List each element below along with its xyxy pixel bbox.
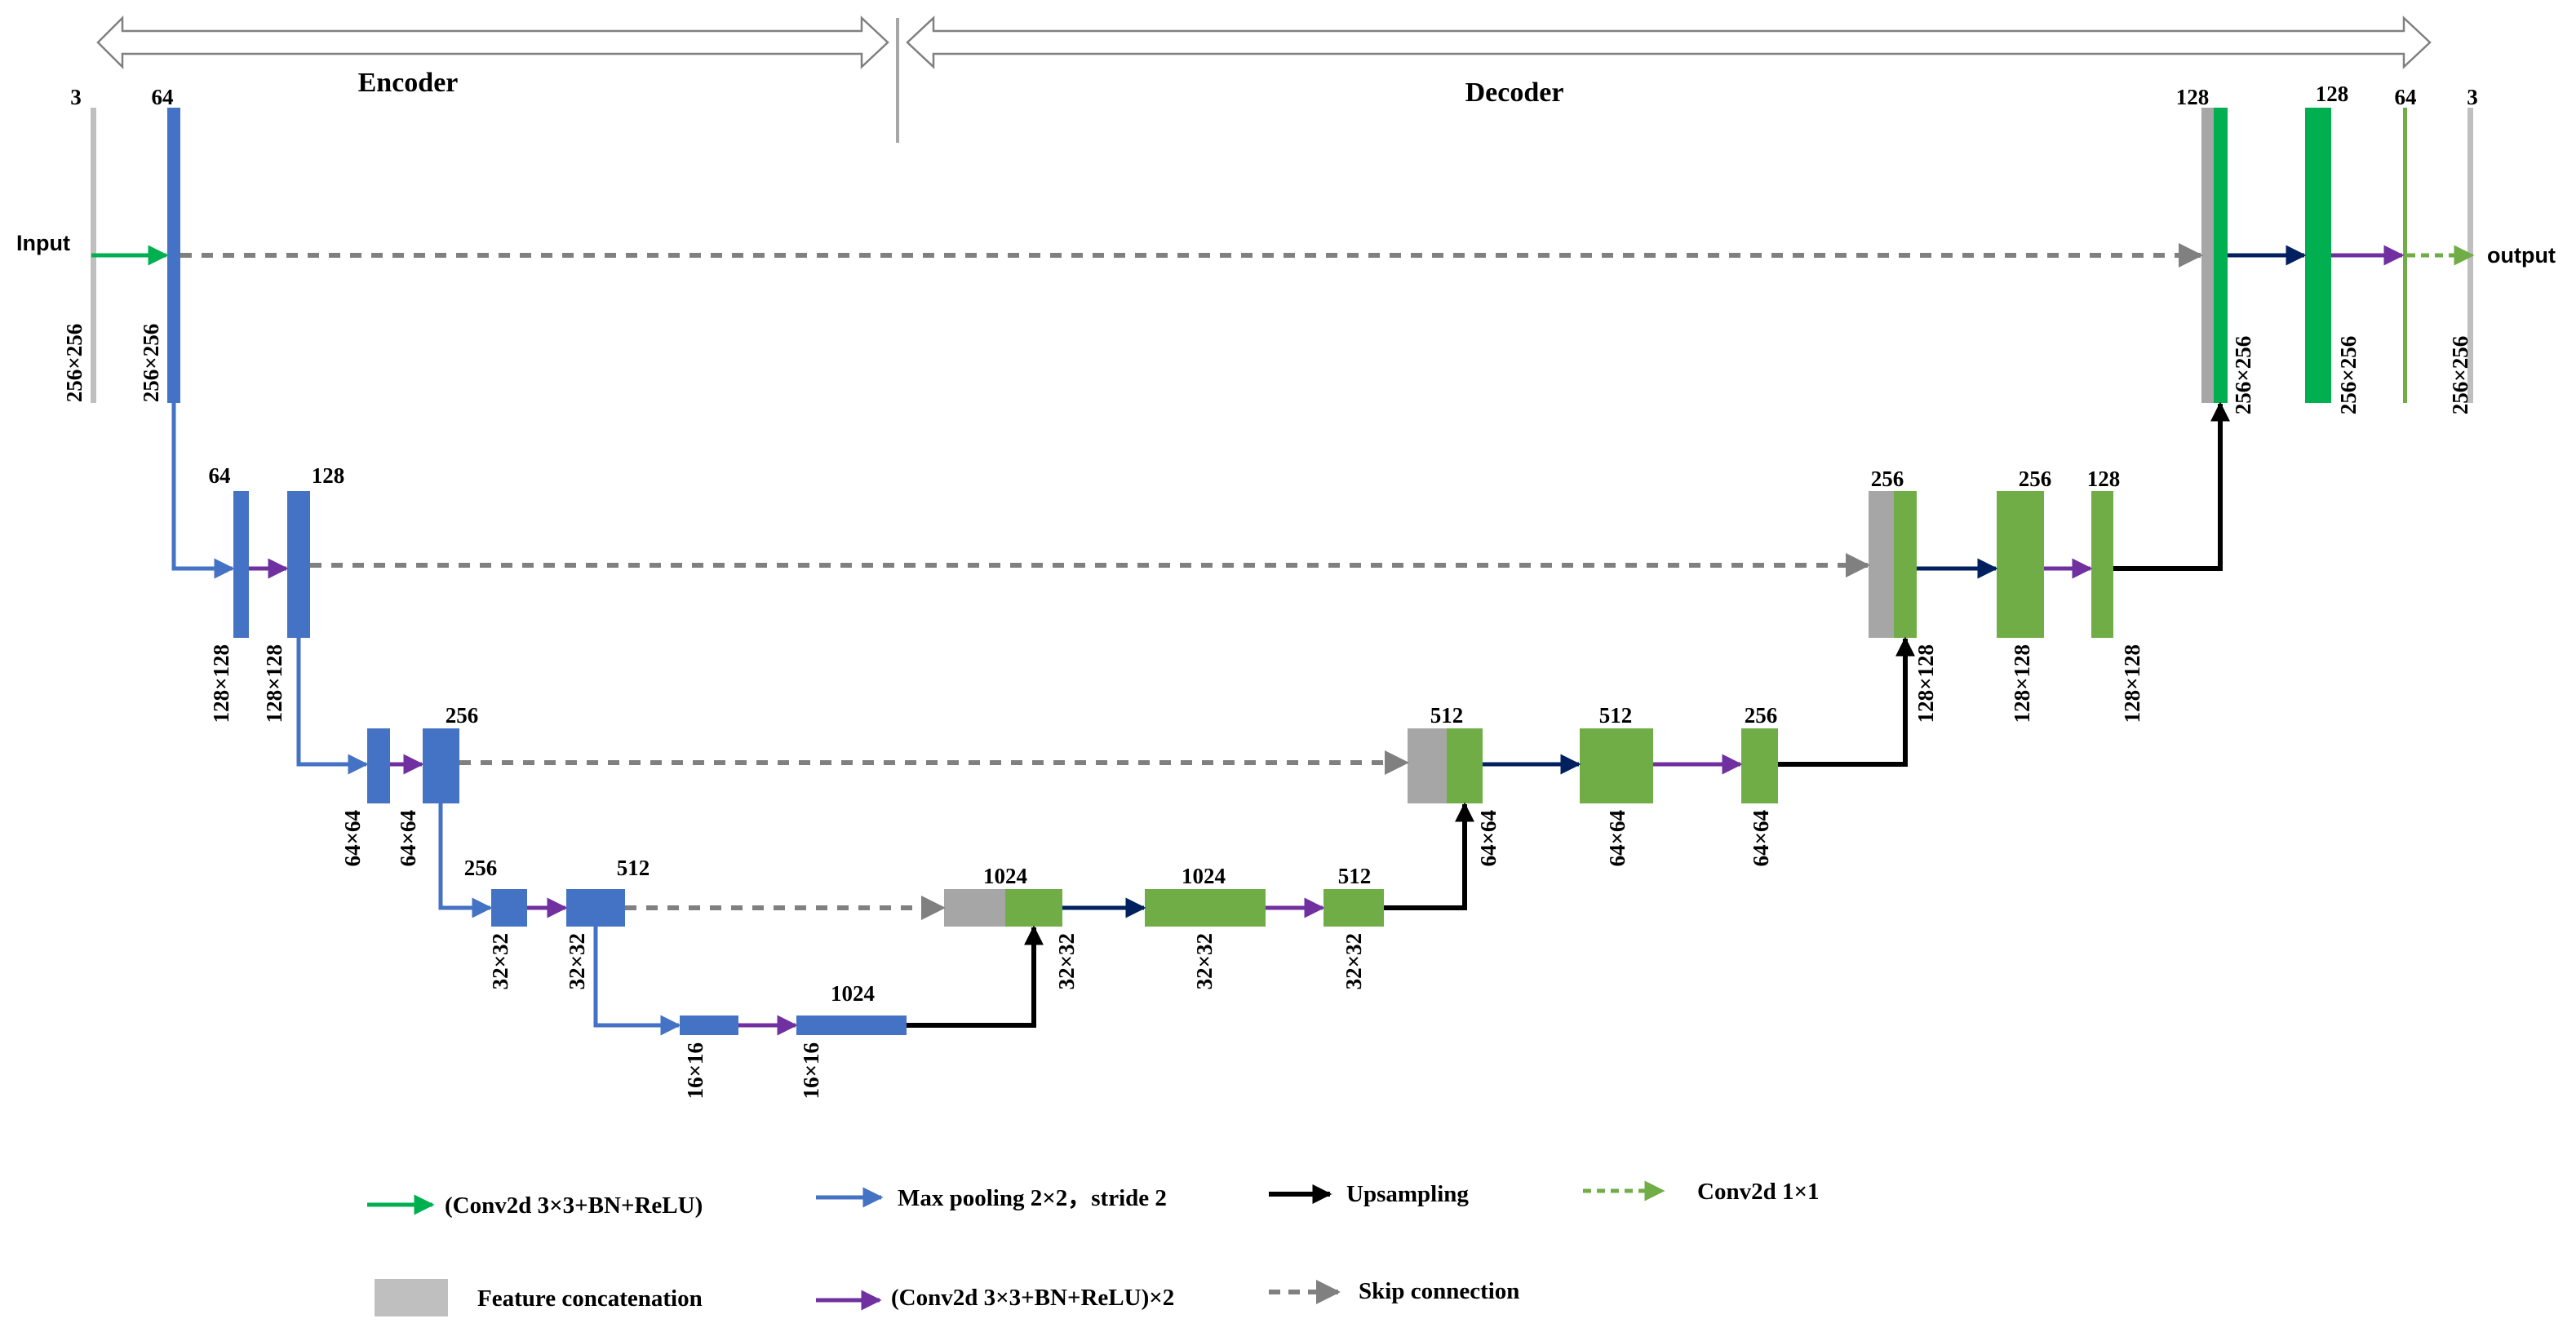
- dec-l3-conv-size: 64×64: [1605, 810, 1629, 866]
- dec-l3-up-channels: 256: [1745, 703, 1778, 728]
- encoder-title: Encoder: [358, 68, 459, 98]
- dec-l1-conv-size: 256×256: [2336, 336, 2361, 414]
- enc-l4-channels: 512: [617, 856, 650, 880]
- enc-l3-size: 64×64: [396, 810, 420, 866]
- maxpool-arrow-l2: [296, 638, 369, 775]
- dec-l3-up-size: 64×64: [1749, 810, 1773, 866]
- legend-concat-swatch: [375, 1279, 448, 1316]
- encoder-block-l5: [796, 1015, 907, 1035]
- concat-block-l4: [944, 889, 1005, 927]
- concat-block-l3: [1408, 728, 1447, 803]
- encoder-pool-block-l5: [680, 1015, 738, 1035]
- enc-l1-in-size: 256×256: [62, 324, 86, 402]
- maxpool-arrow-l4: [593, 927, 681, 1036]
- decoder-reduce-block-l3: [1741, 728, 1778, 803]
- dec-l2-conv-channels: 256: [2019, 467, 2052, 491]
- enc-l2-size: 128×128: [262, 644, 286, 723]
- legend-upsampling-label: Upsampling: [1346, 1181, 1469, 1207]
- enc-l3-channels: 256: [446, 703, 479, 728]
- enc-l4-size: 32×32: [565, 933, 589, 989]
- encoder-block-l2: [287, 491, 310, 638]
- dec-l1-out-size: 256×256: [2448, 336, 2472, 414]
- concat-block-l2: [1869, 491, 1894, 638]
- enc-l2-channels: 128: [312, 463, 345, 488]
- legend-skip-label: Skip connection: [1359, 1278, 1519, 1304]
- enc-l2-pool-channels: 64: [209, 463, 231, 488]
- encoder-pool-block-l4: [491, 889, 527, 927]
- decoder-span-arrow: [906, 15, 2432, 69]
- decoder-reduce-block-l4: [1323, 889, 1384, 927]
- enc-l4-pool-channels: 256: [464, 856, 498, 880]
- dec-l4-concat-channels: 1024: [983, 864, 1027, 888]
- encoder-pool-block-l3: [367, 728, 390, 803]
- decoder-up-block-l4: [1005, 889, 1062, 927]
- enc-l1-in-channels: 3: [70, 85, 82, 109]
- decoder-up-block-l3: [1447, 728, 1483, 803]
- dec-l4-up-channels: 512: [1338, 864, 1372, 888]
- output-label: output: [2487, 243, 2556, 268]
- header: Encoder Decoder: [96, 15, 2432, 143]
- channel-labels: 3 64 64 128 256 256 512 1024 1024 1024 5…: [70, 82, 2478, 1006]
- dec-l3-conv-channels: 512: [1599, 703, 1633, 728]
- decoder-block-l2: [1997, 491, 2044, 638]
- decoder-title: Decoder: [1465, 77, 1564, 108]
- enc-l4-pool-size: 32×32: [488, 933, 512, 989]
- input-label: Input: [16, 231, 70, 255]
- dec-l4-up-size: 32×32: [1341, 933, 1366, 989]
- legend-conv1x1-label: Conv2d 1×1: [1697, 1179, 1819, 1205]
- legend-concat-label: Feature concatenation: [477, 1285, 703, 1312]
- maxpool-arrow-l3: [438, 803, 493, 918]
- dec-l1-final-channels: 64: [2395, 85, 2417, 109]
- enc-l3-pool-size: 64×64: [340, 810, 365, 866]
- legend-double-conv-label: (Conv2d 3×3+BN+ReLU)×2: [891, 1285, 1174, 1311]
- blocks: [91, 108, 2473, 1035]
- upsample-arrow-l5-to-l4: [907, 925, 1044, 1028]
- dec-l1-concat-size: 256×256: [2231, 336, 2255, 414]
- dec-l1-conv-channels: 128: [2316, 82, 2349, 106]
- encoder-block-l1: [167, 108, 180, 403]
- legend: (Conv2d 3×3+BN+ReLU) Max pooling 2×2，str…: [367, 1179, 1819, 1316]
- connections: [91, 243, 2475, 1036]
- enc-l1-channels: 64: [152, 85, 174, 109]
- dec-l2-concat-channels: 256: [1871, 467, 1904, 491]
- decoder-reduce-block-l2: [2091, 491, 2113, 638]
- size-labels: 256×256 256×256 128×128 128×128 64×64 64…: [62, 324, 2472, 1100]
- dec-l4-concat-size: 32×32: [1054, 933, 1079, 989]
- concat-block-l1: [2201, 108, 2214, 403]
- upsample-arrow-l4-to-l3: [1384, 802, 1474, 910]
- dec-l1-out-channels: 3: [2467, 85, 2478, 109]
- decoder-block-l3: [1580, 728, 1653, 803]
- encoder-span-arrow: [96, 15, 889, 70]
- dec-l3-concat-channels: 512: [1430, 703, 1464, 728]
- dec-l4-conv-channels: 1024: [1182, 864, 1226, 888]
- decoder-up-block-l1: [2214, 108, 2228, 403]
- legend-maxpool-label: Max pooling 2×2，stride 2: [898, 1185, 1167, 1211]
- enc-l1-size: 256×256: [139, 324, 163, 402]
- dec-l2-concat-size: 128×128: [1913, 644, 1938, 723]
- enc-l5-channels: 1024: [831, 981, 875, 1006]
- dec-l4-conv-size: 32×32: [1192, 933, 1217, 989]
- decoder-up-block-l2: [1894, 491, 1917, 638]
- enc-l2-pool-size: 128×128: [209, 644, 233, 723]
- dec-l1-concat-channels: 128: [2176, 85, 2210, 109]
- dec-l2-up-channels: 128: [2087, 467, 2121, 491]
- decoder-block-l4: [1145, 889, 1266, 927]
- decoder-final-bar: [2403, 108, 2407, 403]
- encoder-pool-block-l2: [233, 491, 249, 638]
- dec-l2-conv-size: 128×128: [2010, 644, 2034, 723]
- enc-l5-pool-size: 16×16: [683, 1042, 707, 1099]
- dec-l2-up-size: 128×128: [2120, 644, 2144, 723]
- encoder-block-l3: [423, 728, 459, 803]
- encoder-block-l4: [566, 889, 625, 927]
- enc-l5-size: 16×16: [799, 1042, 823, 1099]
- maxpool-arrow-l1: [171, 403, 235, 579]
- decoder-block-l1: [2305, 108, 2331, 403]
- dec-l3-concat-size: 64×64: [1476, 810, 1501, 866]
- upsample-arrow-l2-to-l1: [2113, 401, 2230, 571]
- upsample-arrow-l3-to-l2: [1778, 636, 1915, 767]
- legend-conv-label: (Conv2d 3×3+BN+ReLU): [445, 1192, 703, 1219]
